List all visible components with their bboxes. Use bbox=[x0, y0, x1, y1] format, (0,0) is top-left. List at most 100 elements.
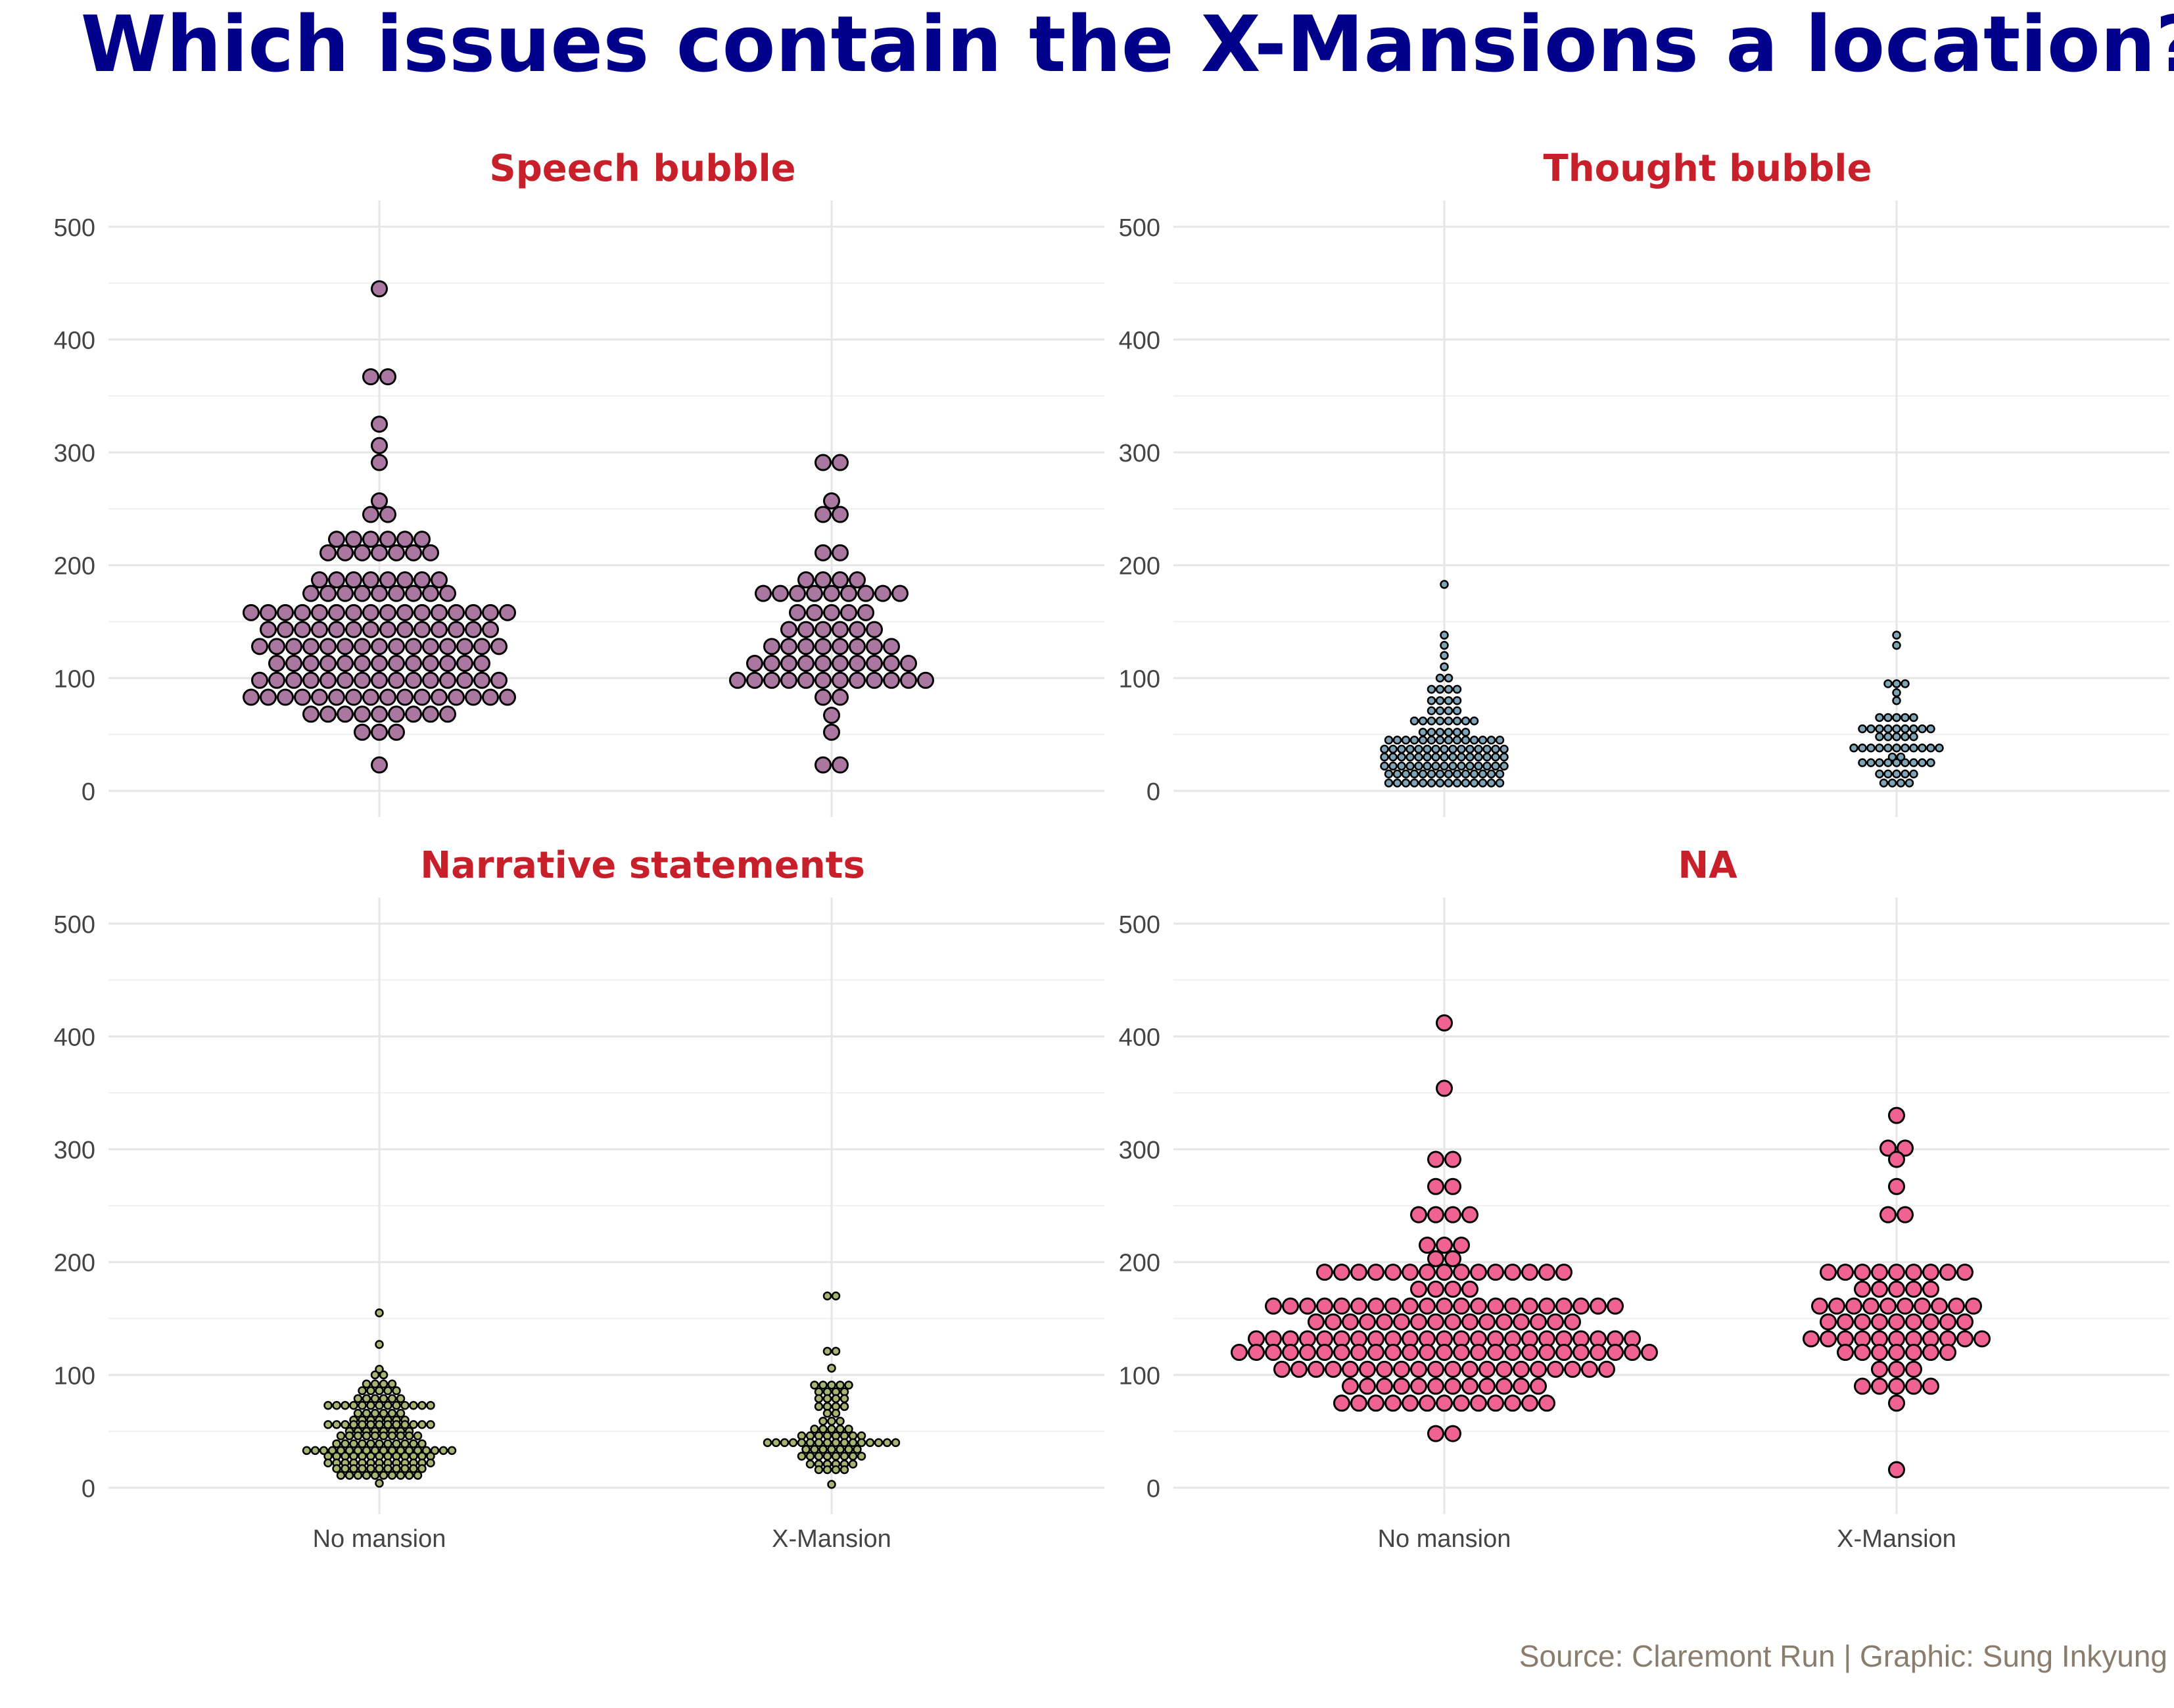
data-point bbox=[1452, 769, 1462, 779]
data-point bbox=[1431, 744, 1440, 754]
data-point bbox=[366, 1420, 375, 1429]
data-point bbox=[337, 638, 354, 655]
data-point bbox=[1918, 744, 1927, 753]
data-point bbox=[1892, 744, 1901, 753]
data-point bbox=[1909, 758, 1918, 767]
data-point bbox=[797, 671, 815, 689]
data-point bbox=[1440, 651, 1449, 660]
data-point bbox=[375, 1340, 384, 1349]
data-point bbox=[1572, 1344, 1590, 1362]
data-point bbox=[431, 621, 448, 638]
data-point bbox=[383, 1439, 392, 1448]
data-point bbox=[797, 571, 815, 589]
data-point bbox=[413, 1471, 423, 1480]
data-point bbox=[832, 454, 849, 471]
data-point bbox=[499, 604, 516, 621]
data-point bbox=[1866, 744, 1876, 753]
data-point bbox=[1858, 744, 1867, 753]
data-point bbox=[413, 1431, 423, 1440]
data-point bbox=[1486, 769, 1496, 779]
data-point bbox=[328, 571, 345, 589]
data-point bbox=[332, 1464, 341, 1473]
data-point bbox=[1926, 758, 1935, 767]
y-tick-label: 500 bbox=[1119, 911, 1160, 939]
data-point bbox=[327, 1446, 337, 1456]
data-point bbox=[328, 531, 345, 548]
data-point bbox=[345, 688, 362, 706]
data-point bbox=[1491, 752, 1500, 762]
data-point bbox=[319, 584, 337, 602]
data-point bbox=[1883, 679, 1893, 688]
data-point bbox=[1402, 1297, 1419, 1315]
data-point bbox=[827, 1480, 836, 1489]
data-point bbox=[1871, 1313, 1888, 1331]
data-point bbox=[404, 1431, 414, 1440]
data-point bbox=[379, 1446, 389, 1456]
data-point bbox=[294, 604, 311, 621]
data-point bbox=[1461, 1360, 1478, 1378]
data-point bbox=[1376, 1313, 1393, 1331]
data-point bbox=[1883, 724, 1893, 734]
data-point bbox=[797, 621, 815, 638]
data-point bbox=[1444, 706, 1453, 715]
data-point bbox=[396, 1431, 406, 1440]
data-point bbox=[814, 1452, 824, 1461]
data-point bbox=[1482, 752, 1492, 762]
data-point bbox=[370, 1446, 380, 1456]
data-point bbox=[1598, 1360, 1615, 1378]
data-point bbox=[1435, 706, 1445, 715]
data-point bbox=[832, 544, 849, 561]
data-point bbox=[1406, 744, 1415, 754]
data-point bbox=[426, 1420, 435, 1429]
data-point bbox=[379, 368, 396, 386]
data-point bbox=[431, 604, 448, 621]
chart-caption: Source: Claremont Run | Graphic: Sung In… bbox=[1519, 1639, 2167, 1673]
data-point bbox=[396, 604, 414, 621]
data-point bbox=[370, 1471, 380, 1480]
data-point bbox=[448, 688, 465, 706]
data-point bbox=[1435, 696, 1445, 705]
data-point bbox=[1892, 679, 1901, 688]
data-point bbox=[456, 655, 473, 673]
data-point bbox=[1555, 1297, 1572, 1315]
data-point bbox=[400, 1400, 410, 1410]
data-point bbox=[1875, 744, 1884, 753]
data-point bbox=[456, 638, 473, 655]
data-point bbox=[370, 1394, 380, 1404]
data-point bbox=[383, 1420, 392, 1429]
data-point bbox=[1406, 752, 1415, 762]
data-point bbox=[392, 1386, 401, 1396]
data-point bbox=[1427, 706, 1436, 715]
data-point bbox=[1392, 769, 1402, 779]
data-point bbox=[1474, 752, 1483, 762]
data-point bbox=[277, 604, 294, 621]
data-point bbox=[319, 1446, 329, 1456]
data-point bbox=[285, 655, 302, 673]
data-point bbox=[396, 1471, 406, 1480]
data-point bbox=[370, 1379, 380, 1388]
data-point bbox=[818, 1444, 828, 1454]
data-point bbox=[396, 688, 414, 706]
data-point bbox=[1376, 1377, 1393, 1395]
data-point bbox=[371, 756, 388, 774]
data-point bbox=[371, 280, 388, 298]
data-point bbox=[823, 707, 840, 724]
data-point bbox=[388, 723, 405, 741]
data-point bbox=[371, 584, 388, 602]
data-point bbox=[358, 1400, 367, 1410]
data-point bbox=[383, 1464, 392, 1473]
data-point bbox=[1854, 1344, 1871, 1362]
data-point bbox=[456, 671, 473, 689]
data-point bbox=[414, 571, 431, 589]
data-point bbox=[823, 604, 840, 621]
data-point bbox=[797, 638, 815, 655]
data-point bbox=[1624, 1344, 1641, 1362]
data-point bbox=[797, 1452, 807, 1461]
data-point bbox=[371, 705, 388, 723]
data-point bbox=[1444, 778, 1453, 788]
data-point bbox=[285, 638, 302, 655]
data-point bbox=[1956, 1264, 1973, 1281]
data-point bbox=[857, 1452, 866, 1461]
data-point bbox=[243, 688, 260, 706]
data-point bbox=[1555, 1264, 1572, 1281]
